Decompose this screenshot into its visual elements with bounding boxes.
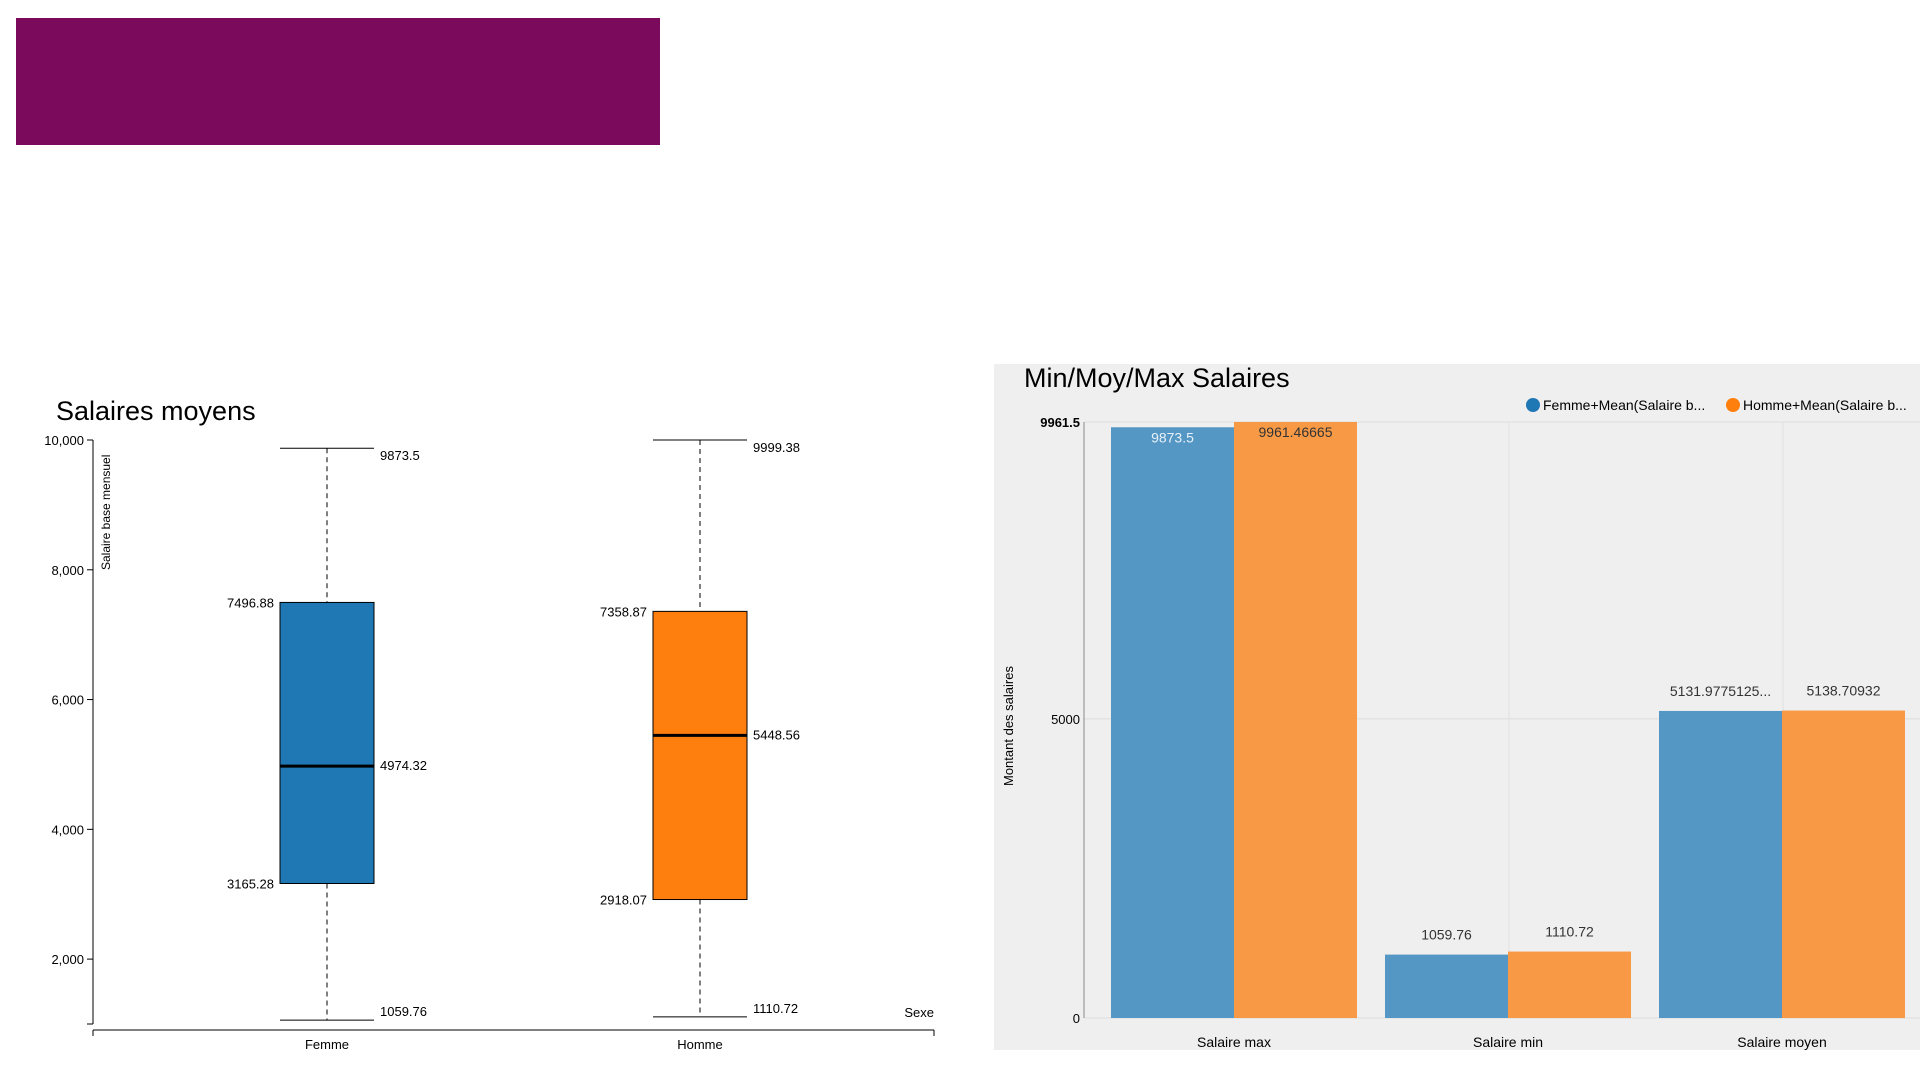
bar-salaire-max-femme: [1111, 427, 1234, 1018]
bar-data-label: 5131.9775125...: [1670, 683, 1771, 699]
bar-x-tick-label: Salaire min: [1473, 1034, 1543, 1050]
box-y-tick-label: 10,000: [44, 433, 84, 448]
box-y-tick-label: 4,000: [51, 822, 84, 837]
box-iqr-femme: [279, 601, 375, 884]
box-label-q1: 2918.07: [600, 893, 647, 908]
box-x-axis-label: Sexe: [904, 1005, 934, 1020]
bar-y-tick-label: 9961.5: [1040, 415, 1080, 430]
legend-marker: [1526, 398, 1540, 412]
bar-salaire-max-homme: [1234, 422, 1357, 1019]
box-label-q3: 7358.87: [600, 604, 647, 619]
box-label-q3: 7496.88: [227, 595, 274, 610]
box-label-q1: 3165.28: [227, 876, 274, 891]
box-y-tick-label: 8,000: [51, 563, 84, 578]
bar-salaire-min-femme: [1385, 954, 1508, 1018]
bar-salaire-min-homme: [1508, 951, 1631, 1018]
bar-x-tick-label: Salaire max: [1197, 1034, 1271, 1050]
bar-data-label: 9873.5: [1151, 429, 1194, 445]
legend-label: Femme+Mean(Salaire b...: [1543, 397, 1705, 413]
bar-salaire-moyen-homme: [1782, 710, 1905, 1018]
box-chart-title: Salaires moyens: [56, 396, 256, 426]
box-iqr-homme: [652, 610, 748, 901]
box-x-tick-label: Homme: [677, 1037, 723, 1052]
box-label-median: 4974.32: [380, 758, 427, 773]
bar-y-axis-label: Montant des salaires: [1001, 666, 1016, 786]
box-label-median: 5448.56: [753, 727, 800, 742]
bar-y-tick-label: 5000: [1051, 712, 1080, 727]
bar-salaire-moyen-femme: [1659, 710, 1782, 1018]
box-y-axis-label: Salaire base mensuel: [99, 455, 113, 570]
box-y-tick-label: 2,000: [51, 952, 84, 967]
legend-label: Homme+Mean(Salaire b...: [1743, 397, 1907, 413]
box-y-tick-label: 6,000: [51, 693, 84, 708]
box-x-tick-label: Femme: [305, 1037, 349, 1052]
box-label-max: 9999.38: [753, 440, 800, 455]
bar-data-label: 9961.46665: [1259, 424, 1333, 440]
bar-data-label: 5138.70932: [1807, 683, 1881, 699]
bar-y-tick-label: 0: [1073, 1011, 1080, 1026]
bar-x-tick-label: Salaire moyen: [1737, 1034, 1827, 1050]
legend-marker: [1726, 398, 1740, 412]
bar-chart-title: Min/Moy/Max Salaires: [1024, 363, 1290, 393]
bar-data-label: 1059.76: [1421, 927, 1472, 943]
box-label-min: 1059.76: [380, 1004, 427, 1019]
box-label-max: 9873.5: [380, 448, 420, 463]
box-label-min: 1110.72: [753, 1001, 798, 1016]
bar-data-label: 1110.72: [1545, 924, 1594, 940]
header-banner: [16, 18, 660, 145]
